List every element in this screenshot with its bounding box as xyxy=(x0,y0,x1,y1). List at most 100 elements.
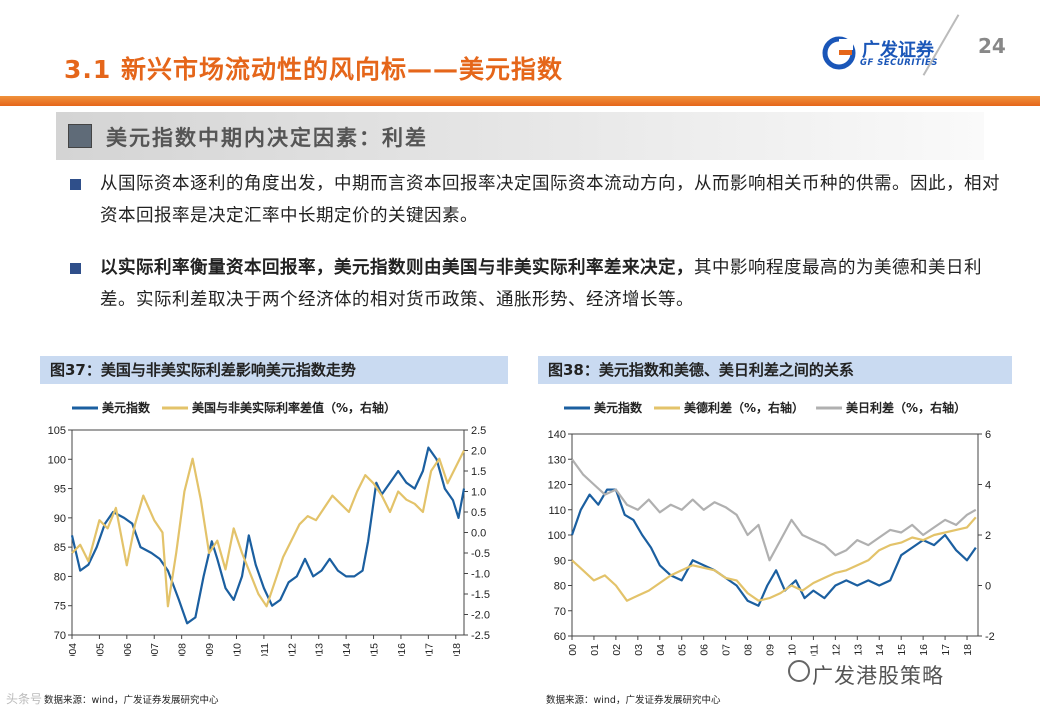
x-tick-label: 2009 xyxy=(765,644,777,656)
x-tick-label: 2012 xyxy=(286,643,298,656)
series-line-1 xyxy=(70,446,466,625)
x-tick-label: 2005 xyxy=(677,644,689,656)
x-tick-label: 2010 xyxy=(231,643,243,656)
y-left-tick-label: 90 xyxy=(54,513,66,525)
y-left-tick-label: 70 xyxy=(554,606,566,618)
x-tick-label: 2007 xyxy=(721,644,733,656)
bullet-square-icon xyxy=(70,263,81,274)
x-tick-label: 2018 xyxy=(451,643,463,656)
y-right-tick-label: -2.5 xyxy=(471,630,490,642)
x-tick-label: 2016 xyxy=(918,644,930,656)
x-tick-label: 2006 xyxy=(699,644,711,656)
y-right-tick-label: 2 xyxy=(985,530,991,542)
x-tick-label: 2004 xyxy=(655,644,667,656)
x-tick-label: 2015 xyxy=(369,643,381,656)
x-tick-label: 2004 xyxy=(67,643,79,656)
legend-label-1: 美元指数 xyxy=(594,400,643,415)
series-line-2 xyxy=(71,450,465,608)
y-left-tick-label: 100 xyxy=(548,530,566,542)
y-right-tick-label: -2.0 xyxy=(471,610,490,622)
y-right-tick-label: -2 xyxy=(985,631,995,643)
y-right-tick-label: -1.5 xyxy=(471,589,490,601)
y-left-tick-label: 90 xyxy=(554,555,566,567)
x-tick-label: 2001 xyxy=(589,644,601,656)
x-tick-label: 2015 xyxy=(896,644,908,656)
watermark: 广发港股策略 xyxy=(812,664,944,688)
logo-chinese: 广发证券 xyxy=(862,40,934,61)
y-left-tick-label: 100 xyxy=(48,454,66,466)
bullet-2-bold-text: 以实际利率衡量资本回报率，美元指数则由美国与非美实际利率差来决定， xyxy=(100,258,694,278)
page-number: 24 xyxy=(978,34,1006,58)
header-orange-bar xyxy=(0,96,1040,106)
y-right-tick-label: 1.5 xyxy=(471,466,486,478)
x-tick-label: 2011 xyxy=(259,643,271,656)
x-tick-label: 2008 xyxy=(177,643,189,656)
logo-english: GF SECURITIES xyxy=(860,58,938,68)
y-right-tick-label: 0 xyxy=(985,581,991,593)
y-left-tick-label: 70 xyxy=(54,630,66,642)
legend-label-1: 美元指数 xyxy=(102,400,151,415)
x-tick-label: 2017 xyxy=(423,643,435,656)
y-left-tick-label: 120 xyxy=(548,480,566,492)
x-tick-label: 2013 xyxy=(314,643,326,656)
bullet-1: 从国际资本逐利的角度出发，中期而言资本回报率决定国际资本流动方向，从而影响相关币… xyxy=(70,168,1010,232)
x-tick-label: 2005 xyxy=(94,643,106,656)
section-heading: 美元指数中期内决定因素：利差 xyxy=(106,126,428,150)
figure-38-source: 数据来源：wind，广发证券发展研究中心 xyxy=(546,695,721,706)
y-right-tick-label: 6 xyxy=(985,429,991,441)
y-left-tick-label: 105 xyxy=(48,425,66,437)
x-tick-label: 2007 xyxy=(149,643,161,656)
x-tick-label: 2011 xyxy=(808,644,820,656)
y-left-tick-label: 140 xyxy=(548,429,566,441)
y-left-tick-label: 85 xyxy=(54,542,66,554)
y-right-tick-label: 4 xyxy=(985,480,991,492)
y-right-tick-label: 0.5 xyxy=(471,507,486,519)
bullet-2-text: 其中影响程度最高的为美德和美日利差。实际利差取决于两个经济体的相对货币政策、通胀… xyxy=(100,258,982,310)
y-left-tick-label: 75 xyxy=(54,601,66,613)
figure-38-panel: 图38：美元指数和美德、美日利差之间的关系 140 130 120 110 100 90 8… xyxy=(538,356,1012,656)
series-line-3 xyxy=(571,458,977,562)
series-line-1 xyxy=(570,488,977,607)
y-left-tick-label: 60 xyxy=(554,631,566,643)
legend-label-2: 美德利差（%，右轴） xyxy=(684,400,804,415)
series-line-2 xyxy=(571,516,977,602)
figure-38-chart: 140 130 120 110 100 90 80 70 60 6 4 2 0 -2 2000 2001 200… xyxy=(548,400,995,656)
wechat-icon xyxy=(788,660,810,682)
y-right-tick-label: 2.0 xyxy=(471,446,486,458)
y-left-tick-label: 80 xyxy=(554,581,566,593)
x-tick-label: 2000 xyxy=(567,644,579,656)
x-tick-label: 2009 xyxy=(204,643,216,656)
legend-label-3: 美日利差（%，右轴） xyxy=(846,400,966,415)
x-tick-label: 2006 xyxy=(122,643,134,656)
figure-37-panel: 图37：美国与非美实际利差影响美元指数走势 105 100 95 90 85 80 75 70… xyxy=(40,356,508,656)
figure-37-title: 图37：美国与非美实际利差影响美元指数走势 xyxy=(40,356,508,384)
y-right-tick-label: 0.0 xyxy=(471,528,486,540)
x-tick-label: 2014 xyxy=(874,644,886,656)
plot-area xyxy=(571,433,979,637)
x-tick-label: 2002 xyxy=(611,644,623,656)
x-tick-label: 2008 xyxy=(743,644,755,656)
x-tick-label: 2014 xyxy=(341,643,353,656)
y-left-tick-label: 95 xyxy=(54,484,66,496)
y-right-tick-label: 1.0 xyxy=(471,487,486,499)
gf-logo-icon xyxy=(822,36,856,70)
section-heading-bar: 美元指数中期内决定因素：利差 xyxy=(56,112,984,160)
y-left-tick-label: 110 xyxy=(548,505,566,517)
corner-mark: 头条号 xyxy=(6,692,43,706)
bullet-2: 以实际利率衡量资本回报率，美元指数则由美国与非美实际利率差来决定，其中影响程度最… xyxy=(70,252,1010,316)
y-right-tick-label: -0.5 xyxy=(471,548,490,560)
x-tick-label: 2012 xyxy=(830,644,842,656)
page-title: 3.1 新兴市场流动性的风向标——美元指数 xyxy=(64,55,563,84)
x-tick-label: 2017 xyxy=(940,644,952,656)
legend-label-2: 美国与非美实际利率差值（%，右轴） xyxy=(192,400,396,415)
figure-37-source: 数据来源：wind，广发证券发展研究中心 xyxy=(44,695,219,706)
y-right-tick-label: -1.0 xyxy=(471,569,490,581)
x-tick-label: 2003 xyxy=(633,644,645,656)
y-left-tick-label: 130 xyxy=(548,454,566,466)
x-tick-label: 2018 xyxy=(962,644,974,656)
x-tick-label: 2016 xyxy=(396,643,408,656)
bullet-square-icon xyxy=(70,179,81,190)
bullet-1-text: 从国际资本逐利的角度出发，中期而言资本回报率决定国际资本流动方向，从而影响相关币… xyxy=(100,174,1000,226)
x-tick-label: 2013 xyxy=(852,644,864,656)
y-right-tick-label: 2.5 xyxy=(471,425,486,437)
